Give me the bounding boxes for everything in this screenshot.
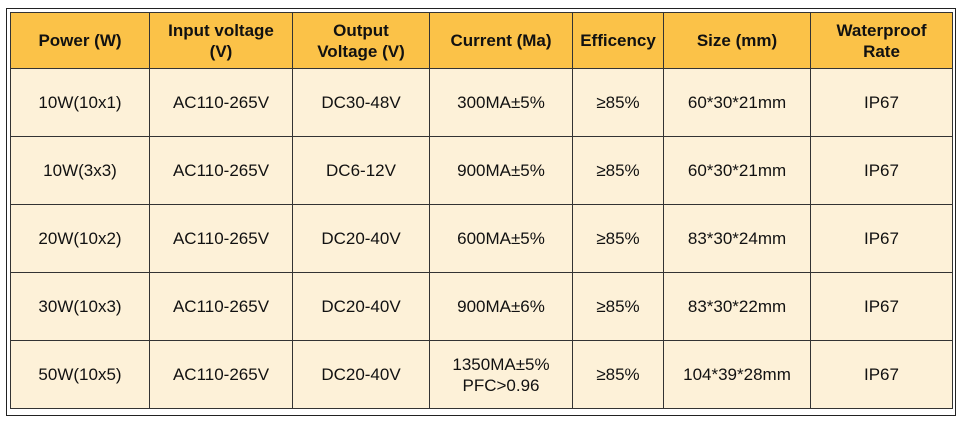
table-row: 30W(10x3) AC110-265V DC20-40V 900MA±6% ≥85% 8… (10, 272, 953, 341)
table-body: 10W(10x1) AC110-265V DC30-48V 300MA±5% ≥85% 6… (10, 68, 953, 409)
efficiency-cell: ≥85% (572, 68, 664, 137)
waterproof-cell: IP67 (810, 340, 953, 409)
efficiency-cell-text: ≥85% (596, 93, 640, 112)
waterproof-cell-text: IP67 (864, 161, 899, 180)
waterproof-header-line: Rate (863, 41, 900, 61)
power-cell-text: 50W(10x5) (38, 365, 122, 384)
current-cell-text: 900MA±5% (457, 161, 545, 180)
current-cell: 900MA±6% (429, 272, 573, 341)
size-cell: 60*30*21mm (663, 136, 811, 205)
table-row: 50W(10x5) AC110-265V DC20-40V 1350MA±5% PFC>… (10, 340, 953, 409)
current-cell-text: 1350MA±5% (452, 354, 550, 374)
input-voltage-cell: AC110-265V (149, 136, 293, 205)
power-cell: 10W(3x3) (10, 136, 150, 205)
output-voltage-cell-text: DC20-40V (321, 297, 401, 316)
current-cell-text: 900MA±6% (457, 297, 545, 316)
size-cell-text: 104*39*28mm (683, 365, 791, 384)
efficiency-header-line: Efficency (580, 31, 656, 50)
input-voltage-header-line: (V) (209, 41, 233, 61)
size-cell-text: 60*30*21mm (687, 93, 787, 112)
power-cell-text: 10W(10x1) (38, 93, 122, 112)
size-cell: 60*30*21mm (663, 68, 811, 137)
power-cell-text: 10W(3x3) (43, 161, 117, 180)
current-cell: 600MA±5% (429, 204, 573, 273)
current-cell: 1350MA±5% PFC>0.96 (429, 340, 573, 409)
size-cell-text: 83*30*22mm (687, 297, 787, 316)
output-voltage-header-line: Output (333, 20, 389, 40)
table-row: 10W(10x1) AC110-265V DC30-48V 300MA±5% ≥85% 6… (10, 68, 953, 137)
efficiency-cell: ≥85% (572, 272, 664, 341)
input-voltage-cell-text: AC110-265V (172, 297, 270, 316)
output-voltage-cell: DC20-40V (292, 340, 430, 409)
waterproof-cell: IP67 (810, 272, 953, 341)
spec-table: Power (W) Input voltage (V) Output Voltage (… (10, 12, 953, 409)
table-row: 10W(3x3) AC110-265V DC6-12V 900MA±5% ≥85% 60*… (10, 136, 953, 205)
output-voltage-cell: DC30-48V (292, 68, 430, 137)
header-row: Power (W) Input voltage (V) Output Voltage (… (10, 12, 953, 69)
waterproof-cell-text: IP67 (864, 229, 899, 248)
waterproof-header-line: Waterproof (836, 20, 927, 40)
size-cell: 83*30*24mm (663, 204, 811, 273)
power-cell-text: 30W(10x3) (38, 297, 122, 316)
output-voltage-cell: DC20-40V (292, 204, 430, 273)
power-cell: 10W(10x1) (10, 68, 150, 137)
waterproof-cell-text: IP67 (864, 365, 899, 384)
waterproof-cell-text: IP67 (864, 93, 899, 112)
input-voltage-cell: AC110-265V (149, 272, 293, 341)
waterproof-cell: IP67 (810, 136, 953, 205)
input-voltage-cell: AC110-265V (149, 204, 293, 273)
input-voltage-header: Input voltage (V) (149, 12, 293, 69)
efficiency-cell: ≥85% (572, 340, 664, 409)
size-cell: 104*39*28mm (663, 340, 811, 409)
efficiency-cell-text: ≥85% (596, 161, 640, 180)
power-cell: 20W(10x2) (10, 204, 150, 273)
output-voltage-cell-text: DC30-48V (321, 93, 401, 112)
power-cell-text: 20W(10x2) (38, 229, 122, 248)
efficiency-cell: ≥85% (572, 204, 664, 273)
waterproof-cell: IP67 (810, 68, 953, 137)
current-cell-text: PFC>0.96 (462, 375, 540, 395)
current-header-line: Current (Ma) (450, 31, 552, 50)
size-cell-text: 60*30*21mm (687, 161, 787, 180)
output-voltage-cell: DC20-40V (292, 272, 430, 341)
table-frame (6, 8, 956, 416)
output-voltage-header-line: Voltage (V) (317, 41, 405, 61)
current-cell: 900MA±5% (429, 136, 573, 205)
table-row: 20W(10x2) AC110-265V DC20-40V 600MA±5% ≥85% 8… (10, 204, 953, 273)
input-voltage-cell: AC110-265V (149, 68, 293, 137)
output-voltage-cell-text: DC20-40V (321, 229, 401, 248)
output-voltage-header: Output Voltage (V) (292, 12, 430, 69)
waterproof-cell-text: IP67 (864, 297, 899, 316)
output-voltage-cell-text: DC20-40V (321, 365, 401, 384)
efficiency-cell: ≥85% (572, 136, 664, 205)
input-voltage-cell-text: AC110-265V (172, 93, 270, 112)
output-voltage-cell-text: DC6-12V (326, 161, 396, 180)
size-header: Size (mm) (663, 12, 811, 69)
current-header: Current (Ma) (429, 12, 573, 69)
size-header-line: Size (mm) (696, 31, 778, 50)
input-voltage-cell: AC110-265V (149, 340, 293, 409)
efficiency-header: Efficency (572, 12, 664, 69)
efficiency-cell-text: ≥85% (596, 365, 640, 384)
input-voltage-cell-text: AC110-265V (172, 161, 270, 180)
output-voltage-cell: DC6-12V (292, 136, 430, 205)
efficiency-cell-text: ≥85% (596, 229, 640, 248)
input-voltage-cell-text: AC110-265V (172, 229, 270, 248)
size-cell: 83*30*22mm (663, 272, 811, 341)
current-cell-text: 600MA±5% (457, 229, 545, 248)
power-cell: 30W(10x3) (10, 272, 150, 341)
current-cell: 300MA±5% (429, 68, 573, 137)
waterproof-cell: IP67 (810, 204, 953, 273)
current-cell-text: 300MA±5% (457, 93, 545, 112)
waterproof-header: Waterproof Rate (810, 12, 953, 69)
power-header-line: Power (W) (38, 31, 122, 50)
size-cell-text: 83*30*24mm (687, 229, 787, 248)
efficiency-cell-text: ≥85% (596, 297, 640, 316)
power-cell: 50W(10x5) (10, 340, 150, 409)
input-voltage-cell-text: AC110-265V (172, 365, 270, 384)
input-voltage-header-line: Input voltage (168, 20, 274, 40)
power-header: Power (W) (10, 12, 150, 69)
